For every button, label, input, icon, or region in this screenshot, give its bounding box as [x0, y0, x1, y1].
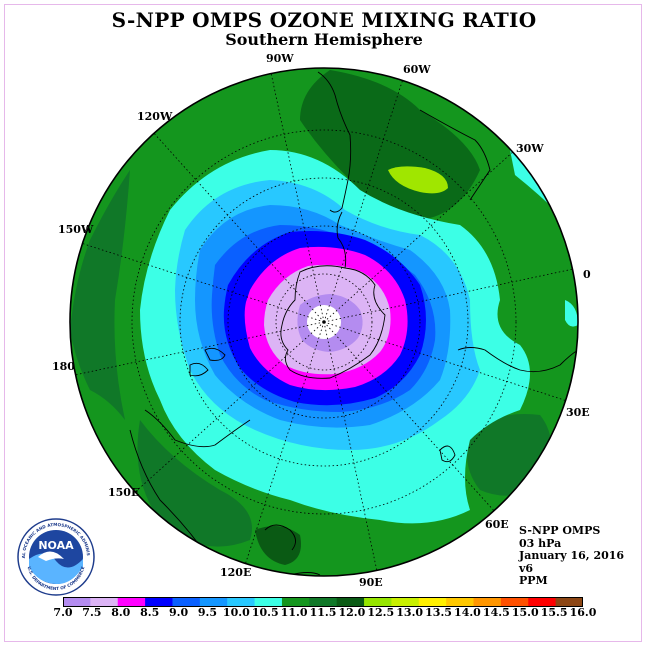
new-zealand-north [204, 347, 226, 361]
colorbar-label: 11.0 [280, 606, 308, 619]
colorbar-swatch [90, 597, 119, 607]
colorbar [63, 597, 583, 607]
colorbar-swatch [199, 597, 228, 607]
noaa-logo: NOAA NATIONAL OCEANIC AND ATMOSPHERIC AD… [16, 517, 95, 596]
colorbar-label: 16.0 [569, 606, 597, 619]
lon-label-30w: 30W [516, 142, 544, 155]
contour-11-5-southwest [137, 420, 252, 547]
australia-coast-west [144, 409, 251, 448]
latitude-circle-50s [179, 177, 469, 467]
colorbar-label: 11.5 [309, 606, 337, 619]
colorbar-label: 14.0 [454, 606, 481, 619]
south-america-coast [317, 71, 352, 213]
graticule [75, 73, 573, 571]
info-level: 03 hPa [519, 536, 562, 550]
colorbar-swatch [309, 597, 338, 607]
new-zealand-south [189, 362, 209, 377]
colorbar-label: 15.5 [540, 606, 568, 619]
colorbar-swatch [500, 597, 529, 607]
colorbar-label: 15.0 [511, 606, 539, 619]
antarctica-coast [280, 265, 386, 379]
colorbar-label: 9.0 [168, 606, 189, 619]
south-pole-point [322, 320, 326, 324]
latitude-circle-40s [131, 129, 517, 515]
colorbar-swatch [145, 597, 173, 607]
colorbar-label: 12.5 [367, 606, 395, 619]
map-boundary [69, 67, 579, 577]
colorbar-label: 13.5 [425, 606, 452, 619]
lon-label-60w: 60W [403, 63, 431, 76]
contour-12-0-south [255, 526, 301, 565]
colorbar-swatch [528, 597, 557, 607]
south-america-east-coast [419, 109, 491, 201]
colorbar-label: 14.5 [482, 606, 510, 619]
lon-label-120w: 120W [137, 110, 173, 123]
colorbar-swatch [254, 597, 283, 607]
logo-text: NOAA [38, 539, 74, 552]
colorbar-swatch [63, 597, 91, 607]
lon-label-120e: 120E [220, 566, 251, 579]
colorbar-swatch [418, 597, 447, 607]
colorbar-label: 12.0 [338, 606, 366, 619]
colorbar-label: 8.5 [140, 606, 160, 619]
colorbar-swatch [117, 597, 146, 607]
colorbar-label: 7.5 [82, 606, 102, 619]
info-instrument: S-NPP OMPS [519, 524, 601, 537]
madagascar-coast [439, 445, 456, 463]
antarctic-peninsula [336, 211, 347, 269]
colorbar-swatch [555, 597, 583, 607]
map-subtitle: Southern Hemisphere [225, 30, 423, 49]
lon-label-180: 180 [52, 360, 75, 373]
colorbar-swatch [172, 597, 201, 607]
colorbar-label: 7.0 [53, 606, 73, 619]
colorbar-labels: 7.0 7.5 8.0 8.5 9.0 9.5 10.0 10.5 11.0 11.5 12.0 12… [0, 606, 648, 620]
info-block: S-NPP OMPS 03 hPa January 16, 2016 v6 PP… [519, 524, 625, 588]
latitude-circle-70s [275, 273, 373, 371]
colorbar-label: 8.0 [111, 606, 131, 619]
lon-label-90e: 90E [359, 576, 383, 589]
colorbar-swatch [391, 597, 420, 607]
indonesia-coast [264, 524, 296, 551]
info-units: PPM [519, 574, 548, 587]
contour-10-5-east-edge [565, 300, 578, 327]
colorbar-swatch [364, 597, 392, 607]
africa-coast [457, 347, 578, 373]
longitude-labels: 90W 60W 30W 0 30E 60E 90E 120E 150E 180 … [52, 52, 591, 589]
colorbar-label: 10.0 [222, 606, 250, 619]
colorbar-swatch [281, 597, 310, 607]
figure-frame [4, 4, 642, 642]
info-date: January 16, 2016 [519, 549, 625, 562]
lon-label-60e: 60E [485, 518, 509, 531]
lon-label-0: 0 [583, 268, 591, 281]
colorbar-swatch [336, 597, 365, 607]
map-title: S-NPP OMPS OZONE MIXING RATIO [111, 8, 537, 32]
latitude-circle-60s [227, 225, 421, 419]
lon-label-30e: 30E [566, 406, 590, 419]
colorbar-swatches [63, 597, 583, 607]
colorbar-label: 9.5 [197, 606, 218, 619]
colorbar-label: 10.5 [251, 606, 279, 619]
info-version: v6 [519, 561, 534, 575]
lon-label-90w: 90W [266, 52, 294, 65]
colorbar-label: 13.0 [396, 606, 424, 619]
contour-11-5-west [70, 170, 130, 420]
lon-label-150w: 150W [58, 223, 94, 236]
lon-label-150e: 150E [108, 486, 139, 499]
colorbar-swatch [227, 597, 256, 607]
contour-12-5-max [388, 166, 448, 194]
colorbar-swatch [473, 597, 502, 607]
colorbar-swatch [446, 597, 475, 607]
